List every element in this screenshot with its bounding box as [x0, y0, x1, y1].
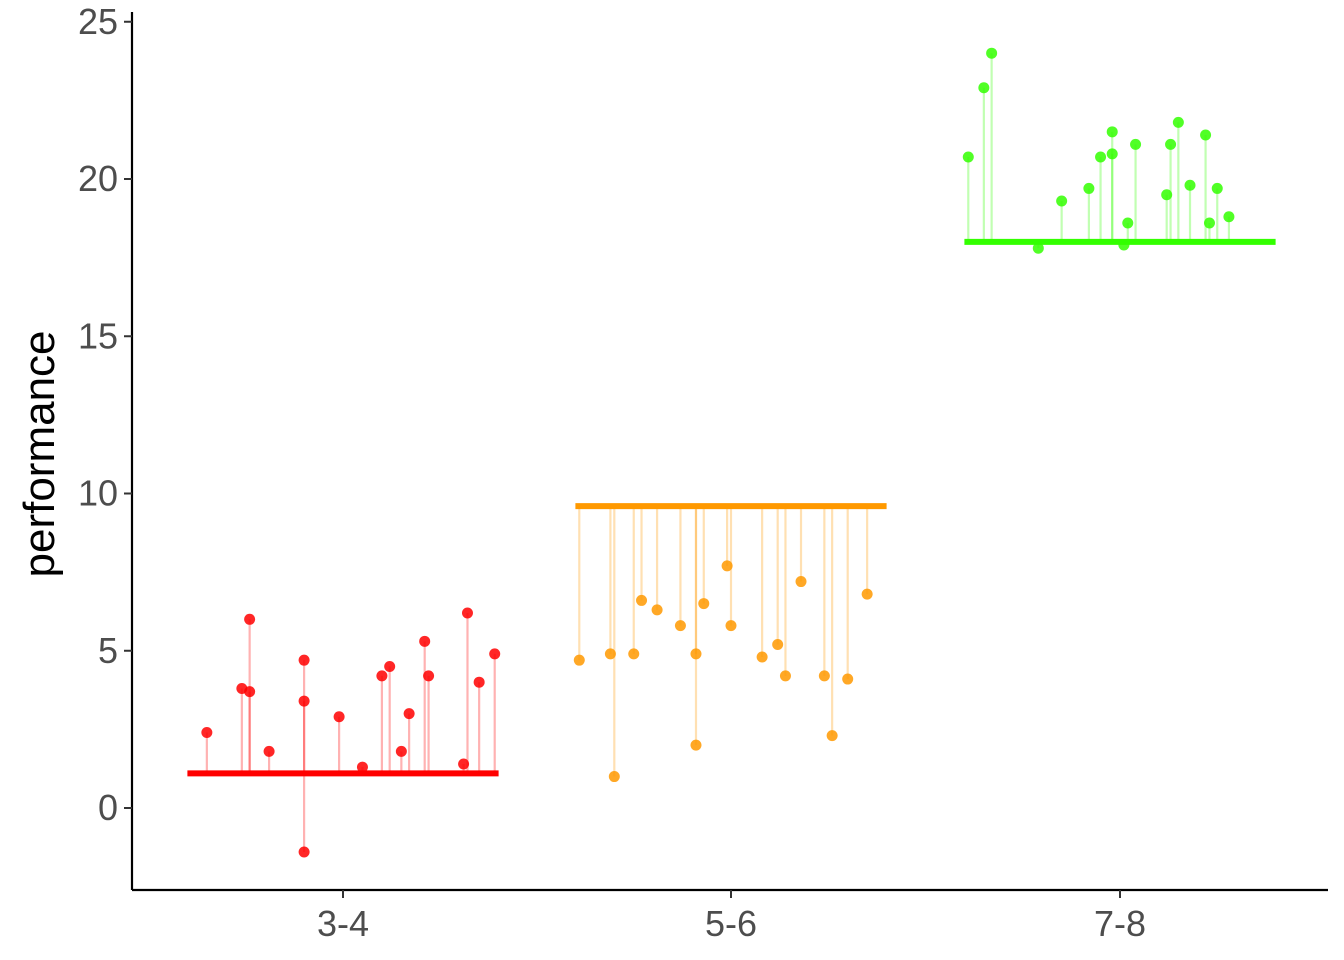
data-point — [1106, 126, 1118, 138]
data-point — [461, 607, 473, 619]
data-point — [795, 576, 807, 588]
data-point — [1200, 129, 1212, 141]
y-tick-label: 20 — [78, 158, 118, 199]
data-point — [244, 613, 256, 625]
data-point — [333, 711, 345, 723]
x-tick-label: 5-6 — [705, 903, 757, 944]
data-point — [674, 620, 686, 632]
data-point — [201, 727, 213, 739]
series-3-4 — [187, 607, 501, 858]
data-point — [1211, 182, 1223, 194]
y-tick-label: 0 — [98, 787, 118, 828]
data-point — [986, 47, 998, 59]
data-point — [263, 745, 275, 757]
data-point — [1122, 217, 1134, 229]
data-point — [604, 648, 616, 660]
data-point — [1056, 195, 1068, 207]
data-point — [1161, 189, 1173, 201]
data-point — [690, 739, 702, 751]
data-point — [1184, 179, 1196, 191]
data-point — [608, 771, 620, 783]
data-point — [244, 686, 256, 698]
axes: 0 5 10 15 20 25 3-4 5-6 7-8 — [78, 1, 1328, 944]
data-point — [826, 730, 838, 742]
data-point — [1223, 211, 1235, 223]
data-point — [395, 745, 407, 757]
data-point — [1032, 242, 1044, 254]
data-point — [725, 620, 737, 632]
data-point — [1130, 138, 1142, 150]
data-point — [1095, 151, 1107, 163]
data-point — [384, 660, 396, 672]
y-tick-label: 10 — [78, 473, 118, 514]
data-point — [423, 670, 435, 682]
series-5-6 — [573, 503, 887, 783]
data-point — [298, 846, 310, 858]
data-point — [861, 588, 873, 600]
data-point — [458, 758, 470, 770]
plot-area — [187, 47, 1276, 858]
data-point — [298, 695, 310, 707]
data-point — [962, 151, 974, 163]
data-point — [651, 604, 663, 616]
x-tick-label: 7-8 — [1094, 903, 1146, 944]
data-point — [298, 654, 310, 666]
data-point — [1083, 182, 1095, 194]
y-tick-label: 15 — [78, 315, 118, 356]
data-point — [573, 654, 585, 666]
data-point — [419, 635, 431, 647]
y-axis-title: performance — [15, 330, 64, 577]
data-point — [978, 82, 990, 94]
data-point — [376, 670, 388, 682]
data-point — [772, 638, 784, 650]
data-point — [690, 648, 702, 660]
y-tick-label: 25 — [78, 1, 118, 42]
data-point — [628, 648, 640, 660]
data-point — [489, 648, 501, 660]
data-point — [1118, 239, 1130, 251]
data-point — [403, 708, 415, 720]
x-tick-label: 3-4 — [317, 903, 369, 944]
data-point — [756, 651, 768, 663]
data-point — [721, 560, 733, 572]
data-point — [818, 670, 830, 682]
data-point — [473, 676, 485, 688]
y-tick-label: 5 — [98, 630, 118, 671]
series-7-8 — [962, 47, 1276, 254]
data-point — [1203, 217, 1215, 229]
data-point — [698, 598, 710, 610]
data-point — [1172, 116, 1184, 128]
data-point — [1106, 148, 1118, 160]
data-point — [356, 761, 368, 773]
data-point — [1165, 138, 1177, 150]
data-point — [779, 670, 791, 682]
data-point — [842, 673, 854, 685]
data-point — [636, 594, 648, 606]
